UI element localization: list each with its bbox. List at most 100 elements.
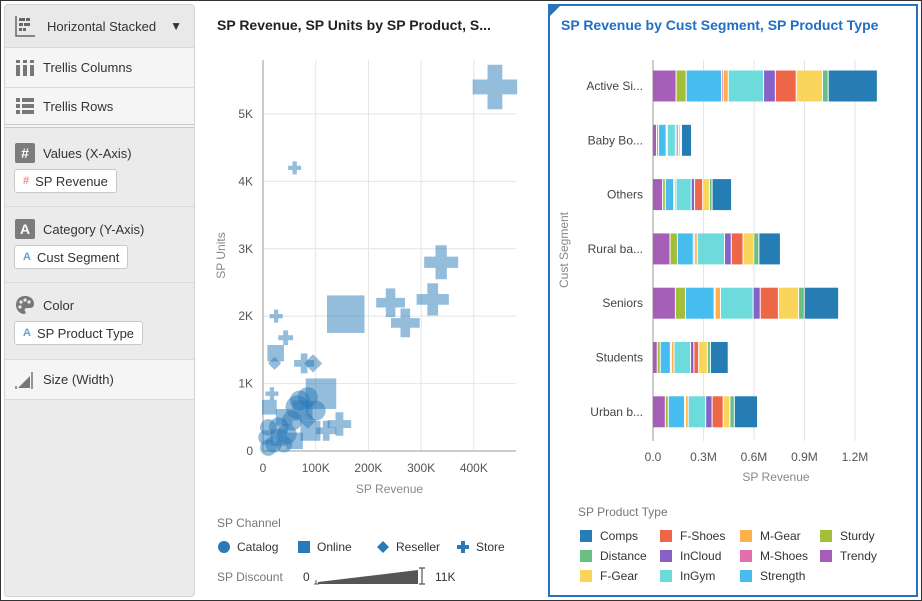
- bar-segment-trendy: [653, 342, 657, 373]
- bar-segment-incloud: [725, 233, 731, 265]
- bar-segment-ingym: [688, 396, 706, 428]
- category-label: Baby Bo...: [588, 133, 643, 147]
- legend-item-reseller[interactable]: Reseller: [376, 540, 440, 554]
- bar-segment-sturdy: [675, 287, 685, 319]
- data-point-catalog: [275, 436, 293, 453]
- color-swatch: [660, 570, 672, 582]
- product-type-legend-title: SP Product Type: [578, 505, 668, 519]
- category-label: Seniors: [602, 296, 643, 310]
- bar-segment-incloud: [706, 396, 712, 428]
- bar-chart-title: SP Revenue by Cust Segment, SP Product T…: [561, 17, 879, 33]
- x-tick-label: 1.2M: [842, 450, 869, 464]
- scatter-chart[interactable]: 0 100K 200K 300K 400K 0 1K 2K 3K 4K 5K SP Revenue SP…: [200, 40, 540, 510]
- color-swatch: [740, 550, 752, 562]
- legend-item-store[interactable]: Store: [456, 540, 505, 554]
- data-point-store: [288, 161, 302, 175]
- trellis-columns-drop[interactable]: Trellis Columns: [5, 48, 194, 88]
- legend-item-distance[interactable]: Distance: [580, 549, 647, 563]
- bar-segment-sturdy: [665, 396, 668, 428]
- color-swatch: [740, 570, 752, 582]
- bar-segment-f-shoes: [731, 233, 743, 265]
- data-point-reseller: [303, 354, 323, 373]
- legend-item-strength[interactable]: Strength: [740, 569, 805, 583]
- channel-legend-title: SP Channel: [217, 516, 281, 530]
- legend-label: M-Shoes: [760, 549, 809, 563]
- chevron-down-icon[interactable]: ▼: [170, 19, 182, 33]
- data-point-online: [261, 399, 277, 415]
- color-section[interactable]: Color A SP Product Type: [5, 283, 194, 360]
- values-section[interactable]: # Values (X-Axis) # SP Revenue: [5, 131, 194, 207]
- bar-segment-m-shoes: [722, 70, 723, 102]
- y-tick-label: 3K: [238, 242, 253, 256]
- color-label: Color: [43, 297, 75, 313]
- sp-revenue-pill[interactable]: # SP Revenue: [14, 169, 117, 193]
- bar-segment-distance: [707, 342, 710, 373]
- data-point-store: [472, 64, 518, 110]
- bar-chart-panel[interactable]: SP Revenue by Cust Segment, SP Product T…: [548, 4, 918, 597]
- legend-item-m-shoes[interactable]: M-Shoes: [740, 549, 808, 563]
- scatter-title: SP Revenue, SP Units by SP Product, S...: [217, 17, 491, 33]
- category-label: Others: [607, 188, 643, 202]
- legend-item-sturdy[interactable]: Sturdy: [820, 529, 875, 543]
- bar-segment-strength: [685, 287, 714, 319]
- bar-segment-comps: [712, 179, 732, 211]
- bar-segment-sturdy: [657, 124, 659, 156]
- chart-type-selector[interactable]: Horizontal Stacked ▼: [5, 5, 194, 48]
- discount-max: 11K: [435, 570, 456, 584]
- size-drop[interactable]: Size (Width): [5, 360, 194, 400]
- legend-item-m-gear[interactable]: M-Gear: [740, 529, 801, 543]
- bar-segment-f-gear: [678, 124, 680, 156]
- legend-item-ingym[interactable]: InGym: [660, 569, 715, 583]
- x-tick-label: 0.0: [645, 450, 662, 464]
- legend-item-f-gear[interactable]: F-Gear: [580, 569, 638, 583]
- pill-label: Cust Segment: [36, 249, 120, 265]
- bar-segment-distance: [730, 396, 734, 428]
- size-icon: [15, 370, 35, 390]
- bar-segment-sturdy: [676, 70, 686, 102]
- trellis-rows-drop[interactable]: Trellis Rows: [5, 88, 194, 128]
- bar-segment-distance: [799, 287, 804, 319]
- discount-legend-title: SP Discount: [217, 570, 283, 584]
- legend-label: Sturdy: [840, 529, 875, 543]
- bar-segment-ingym: [720, 287, 753, 319]
- legend-item-f-shoes[interactable]: F-Shoes: [660, 529, 725, 543]
- category-section[interactable]: A Category (Y-Axis) A Cust Segment: [5, 207, 194, 283]
- bar-segment-f-shoes: [760, 287, 778, 319]
- y-axis-title: Cust Segment: [557, 211, 571, 288]
- text-attribute-icon: A: [15, 219, 35, 239]
- bar-segment-f-gear: [703, 179, 709, 211]
- legend-item-catalog[interactable]: Catalog: [217, 540, 278, 554]
- number-icon: #: [23, 175, 30, 187]
- legend-item-trendy[interactable]: Trendy: [820, 549, 877, 563]
- cross-shape: [457, 541, 469, 553]
- sp-product-type-pill[interactable]: A SP Product Type: [14, 321, 144, 345]
- legend-label: M-Gear: [760, 529, 801, 543]
- x-tick-label: 0: [260, 461, 267, 475]
- legend-item-incloud[interactable]: InCloud: [660, 549, 721, 563]
- bar-segment-trendy: [653, 179, 663, 211]
- legend-label: F-Shoes: [680, 529, 726, 543]
- legend-label: InCloud: [680, 549, 722, 563]
- legend-item-online[interactable]: Online: [297, 540, 352, 554]
- bar-segment-strength: [686, 70, 722, 102]
- legend-label: Trendy: [840, 549, 877, 563]
- category-label: Active Si...: [586, 79, 643, 93]
- x-tick-label: 300K: [407, 461, 435, 475]
- circle-shape: [218, 541, 230, 553]
- cust-segment-pill[interactable]: A Cust Segment: [14, 245, 129, 269]
- bar-segment-incloud: [691, 179, 695, 211]
- stacked-bar-chart[interactable]: 0.0 0.3M 0.6M 0.9M 1.2M SP Revenue Cust Segmen…: [550, 40, 916, 500]
- horizontal-stacked-icon: [15, 16, 35, 37]
- legend-item-comps[interactable]: Comps: [580, 529, 638, 543]
- bar-segment-m-gear: [671, 342, 674, 373]
- bar-segment-f-gear: [743, 233, 754, 265]
- bar-segment-comps: [804, 287, 839, 319]
- color-swatch: [820, 530, 832, 542]
- bar-segment-f-gear: [723, 396, 730, 428]
- category-label: Urban b...: [590, 405, 643, 419]
- legend-label: Store: [476, 540, 505, 554]
- pill-label: SP Product Type: [36, 325, 135, 341]
- discount-size-wedge: [314, 567, 425, 585]
- bar-segment-m-gear: [695, 233, 697, 265]
- bar-segment-comps: [734, 396, 758, 428]
